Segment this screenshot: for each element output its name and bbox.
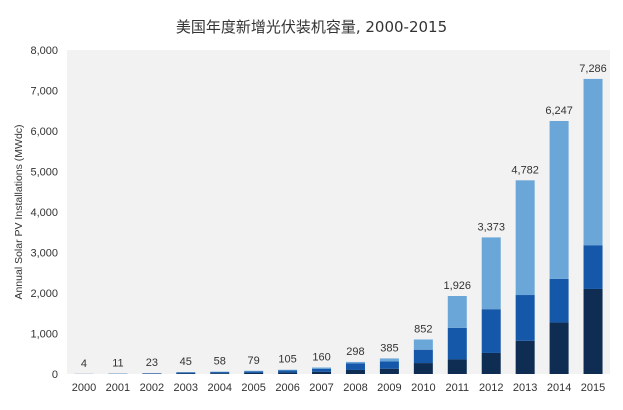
bar-segment [244,371,264,373]
bar-segment [278,370,298,373]
bar-segment [549,278,569,323]
bar-segment [583,245,603,289]
bar-segment [379,368,399,374]
y-tick-label: 8,000 [30,45,58,57]
total-label: 23 [146,357,158,369]
y-tick-label: 5,000 [30,167,58,179]
bar-segment [413,349,433,364]
x-tick-label: 2007 [309,382,333,394]
total-label: 298 [346,346,364,358]
total-label: 852 [414,323,432,335]
total-label: 58 [214,356,226,368]
bar-segment [447,359,467,374]
x-tick-label: 2009 [377,382,401,394]
bar-segment [481,237,501,310]
bar-segment [515,340,535,374]
total-label: 160 [312,352,330,364]
x-tick-label: 2014 [547,382,571,394]
total-label: 385 [380,342,398,354]
y-axis-ticks: 0 1,000 2,000 3,000 4,000 5,000 6,000 7,000 8,00… [30,45,58,381]
total-label: 105 [278,354,296,366]
bar-segment [312,367,332,369]
total-label: 3,373 [477,221,505,233]
y-tick-label: 6,000 [30,126,58,138]
bar-segment [515,295,535,341]
x-tick-label: 2006 [275,382,299,394]
x-tick-label: 2013 [513,382,537,394]
bar-segment [481,309,501,353]
bars-group [74,78,603,374]
y-tick-label: 1,000 [30,329,58,341]
y-tick-label: 4,000 [30,207,58,219]
x-tick-label: 2001 [106,382,130,394]
bar-segment [345,361,365,364]
x-tick-label: 2003 [174,382,198,394]
bar-segment [278,372,298,374]
total-label: 45 [180,356,192,368]
bar-segment [345,363,365,370]
bar-segment [379,361,399,369]
bar-segment [210,372,230,374]
y-axis-label: Annual Solar PV Installations (MWdc) [13,124,25,299]
x-tick-label: 2005 [241,382,265,394]
chart-title: 美国年度新增光伏装机容量, 2000-2015 [175,18,448,36]
bar-segment [447,327,467,360]
bar-segment [549,120,569,279]
bar-segment [583,78,603,246]
total-label: 11 [112,358,123,370]
bar-segment [312,368,332,372]
bar-segment [481,352,501,374]
bar-segment [312,371,332,374]
data-labels: 4 11 23 45 58 79 105 160 298 385 852 1,926 3,373 4,78… [81,63,607,370]
bar-segment [176,373,196,374]
x-tick-label: 2008 [343,382,367,394]
x-tick-label: 2011 [445,382,469,394]
y-tick-label: 3,000 [30,248,58,260]
bar-segment [583,288,603,374]
total-label: 6,247 [545,105,573,117]
x-tick-label: 2015 [581,382,605,394]
x-tick-label: 2004 [207,382,231,394]
x-tick-label: 2010 [411,382,435,394]
y-tick-label: 7,000 [30,86,58,98]
total-label: 4 [81,358,87,370]
x-tick-label: 2002 [140,382,164,394]
bar-segment [210,373,230,374]
x-axis-ticks: 2000 2001 2002 2003 2004 2005 2006 2007 2008 2009… [72,382,606,394]
total-label: 1,926 [444,280,472,292]
y-tick-label: 2,000 [30,288,58,300]
x-tick-label: 2000 [72,382,96,394]
bar-segment [447,295,467,328]
bar-segment [176,372,196,374]
total-label: 7,286 [579,63,607,75]
bar-segment [549,322,569,374]
bar-segment [278,369,298,371]
y-tick-label: 0 [52,369,58,381]
x-tick-label: 2012 [479,382,503,394]
bar-segment [515,180,535,296]
bar-segment [244,372,264,374]
bar-segment [244,370,264,372]
bar-segment [345,369,365,374]
bar-segment [379,358,399,362]
bar-segment [413,363,433,374]
total-label: 4,782 [511,164,539,176]
total-label: 79 [248,355,260,367]
bar-segment [413,339,433,350]
